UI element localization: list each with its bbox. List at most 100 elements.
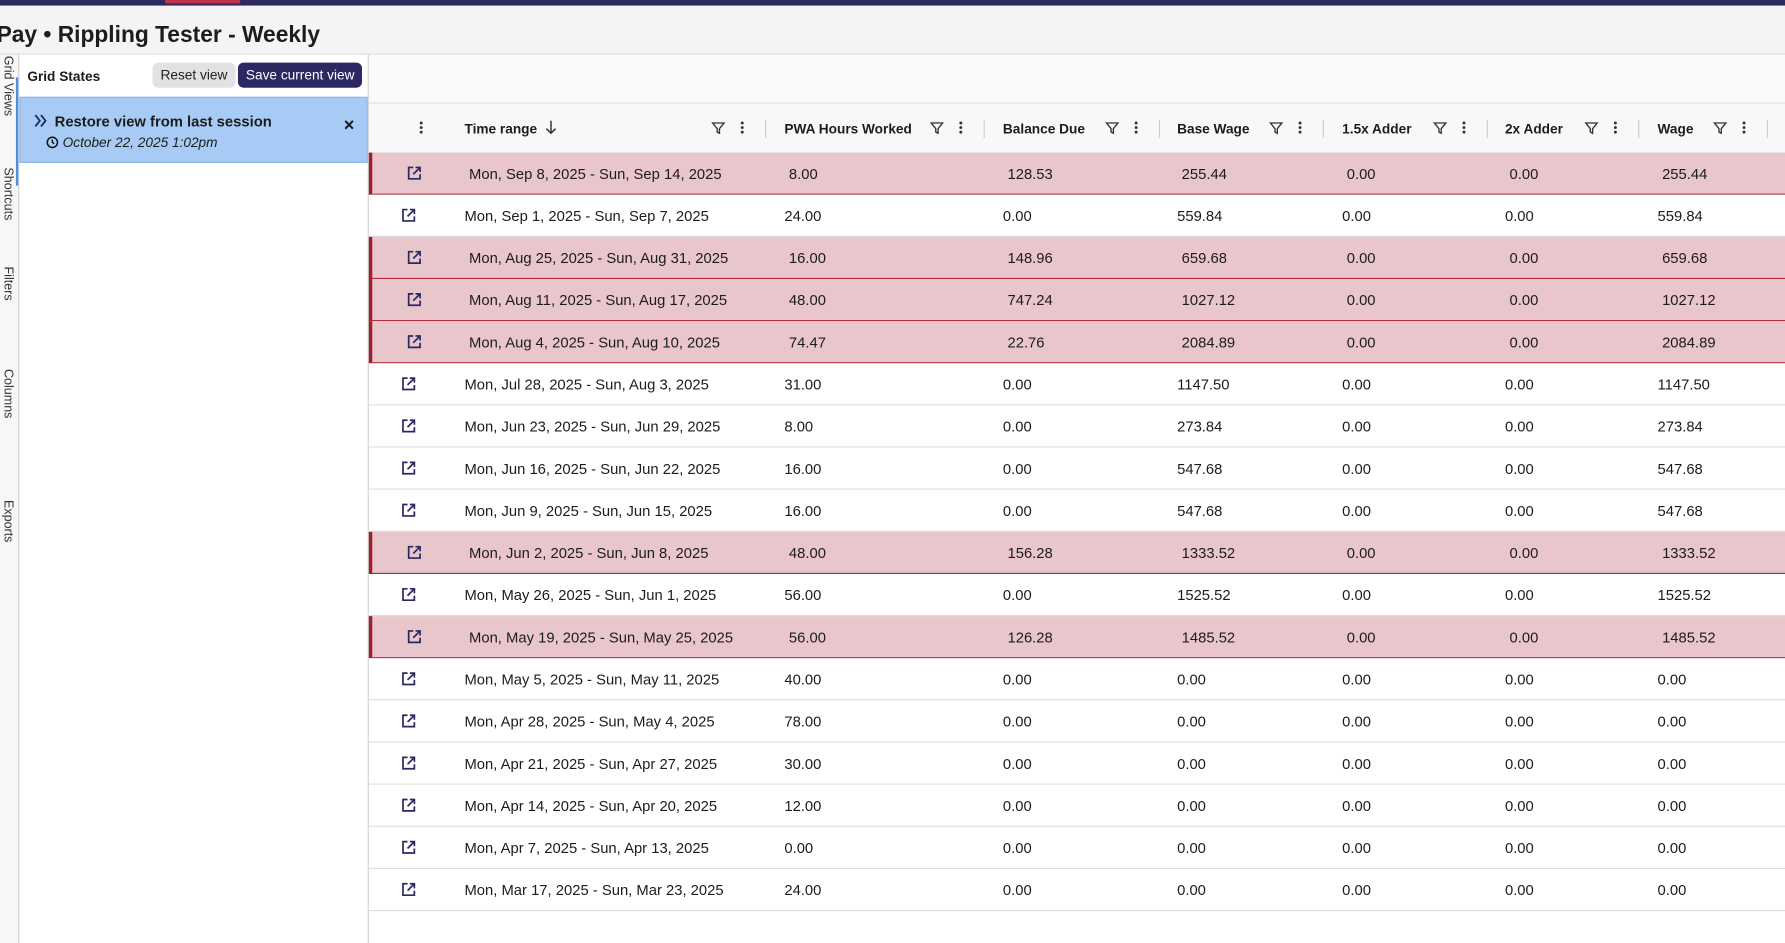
table-cell: 148.96	[1007, 249, 1053, 267]
table-cell: 24.00	[784, 207, 822, 225]
table-row: Mon, May 26, 2025 - Sun, Jun 1, 2025 56.0…	[368, 574, 1785, 617]
column-menu[interactable]	[413, 120, 429, 136]
column-menu[interactable]	[734, 120, 750, 136]
save-button[interactable]: Save current view	[237, 62, 363, 88]
open-link[interactable]	[401, 418, 417, 434]
table-cell: 547.68	[1177, 460, 1223, 478]
sort-icon-svg	[545, 120, 557, 135]
open-link[interactable]	[406, 165, 422, 181]
table-cell: 31.00	[784, 375, 822, 393]
column-header[interactable]: 2x Adder	[1504, 120, 1563, 137]
history-icon	[46, 136, 59, 149]
open-link[interactable]	[401, 502, 417, 518]
table-cell: 255.44	[1662, 165, 1708, 183]
side-tab[interactable]: Grid Views	[1, 55, 15, 117]
filter-icon[interactable]	[1432, 120, 1448, 136]
table-row: Mon, Sep 1, 2025 - Sun, Sep 7, 2025 24.00…	[368, 194, 1785, 237]
filter-icon[interactable]	[1584, 120, 1600, 136]
open-link[interactable]	[401, 460, 417, 476]
table-cell: 273.84	[1657, 417, 1703, 436]
open-link[interactable]	[401, 207, 417, 223]
table-cell: 0.00	[1346, 291, 1376, 309]
side-tab[interactable]: Columns	[1, 369, 15, 419]
table-cell: 0.00	[1342, 207, 1371, 225]
top-bar	[0, 0, 1785, 6]
side-tab[interactable]: Exports	[1, 499, 15, 543]
table-cell: 0.00	[1002, 712, 1032, 731]
close-button[interactable]: ×	[343, 116, 355, 136]
table-cell: Mon, Aug 4, 2025 - Sun, Aug 10, 2025	[469, 333, 720, 351]
open-link[interactable]	[401, 797, 417, 813]
column-menu[interactable]	[953, 120, 969, 136]
table-cell: 0.00	[1342, 375, 1371, 393]
open-link[interactable]	[401, 587, 417, 603]
open-link[interactable]	[406, 292, 422, 308]
sort-icon[interactable]	[543, 120, 559, 136]
table-cell: 0.00	[1509, 544, 1539, 562]
table-cell: 2084.89	[1181, 333, 1236, 351]
restore-panel[interactable]: Restore view from last session October 2…	[19, 96, 368, 163]
column-menu[interactable]	[1292, 120, 1308, 136]
open-link-svg	[407, 166, 421, 180]
reset-button[interactable]: Reset view	[152, 62, 236, 88]
table-cell: Mon, Sep 1, 2025 - Sun, Sep 7, 2025	[464, 207, 709, 225]
filter-icon[interactable]	[1268, 120, 1284, 136]
column-menu[interactable]	[1456, 120, 1472, 136]
table-cell: 56.00	[788, 628, 826, 646]
table-cell: 0.00	[1002, 417, 1032, 436]
open-link[interactable]	[401, 671, 417, 687]
table-cell: 0.00	[1657, 755, 1687, 773]
filter-icon[interactable]	[710, 120, 726, 136]
filter-icon[interactable]	[1712, 120, 1728, 136]
open-link-svg	[402, 672, 416, 686]
column-menu[interactable]	[1607, 120, 1623, 136]
open-link[interactable]	[401, 376, 417, 392]
table-cell: 0.00	[1177, 670, 1206, 688]
open-link[interactable]	[406, 334, 422, 350]
open-link[interactable]	[401, 839, 417, 855]
header-row: Time range PWA Hours Worked Balance Due Bas…	[368, 103, 1785, 154]
column-header[interactable]: 1.5x Adder	[1342, 120, 1412, 137]
filter-icon[interactable]	[929, 120, 945, 136]
table-cell: 24.00	[784, 881, 822, 899]
table-cell: Mon, May 19, 2025 - Sun, May 25, 2025	[469, 628, 734, 646]
column-menu[interactable]	[1736, 120, 1752, 136]
column-header[interactable]: Base Wage	[1177, 120, 1250, 137]
column-header[interactable]: PWA Hours Worked	[784, 120, 912, 137]
data-grid: Time range PWA Hours Worked Balance Due Bas…	[368, 54, 1785, 943]
flagged-row: Mon, Aug 25, 2025 - Sun, Aug 31, 2025 16.…	[368, 236, 1785, 280]
table-cell: 1027.12	[1181, 291, 1236, 309]
column-header[interactable]: Time range	[464, 120, 538, 137]
column-header[interactable]: Balance Due	[1002, 120, 1085, 137]
table-cell: 0.00	[1002, 670, 1032, 688]
table-cell: 0.00	[1504, 755, 1534, 773]
table-cell: 0.00	[1342, 460, 1371, 478]
open-link[interactable]	[406, 249, 422, 265]
open-link[interactable]	[401, 713, 417, 729]
table-cell: 30.00	[784, 755, 822, 773]
filter-icon-svg	[1105, 122, 1120, 135]
side-tab[interactable]: Filters	[1, 266, 15, 301]
column-separator	[765, 119, 767, 138]
open-link-svg	[402, 798, 416, 812]
table-cell: 0.00	[1504, 207, 1534, 225]
table-cell: 1485.52	[1662, 628, 1716, 646]
column-menu[interactable]	[1128, 120, 1144, 136]
table-cell: 0.00	[1504, 797, 1534, 815]
table-cell: 0.00	[1346, 333, 1376, 351]
open-link-svg	[407, 335, 421, 349]
column-header[interactable]: Wage	[1657, 120, 1694, 137]
side-tab[interactable]: Shortcuts	[1, 167, 15, 221]
tab-indicator	[15, 77, 19, 186]
open-link[interactable]	[406, 544, 422, 560]
table-cell: 0.00	[1342, 670, 1371, 688]
open-link[interactable]	[406, 629, 422, 645]
table-cell: Mon, Jul 28, 2025 - Sun, Aug 3, 2025	[464, 375, 709, 393]
open-link[interactable]	[401, 882, 417, 898]
filter-icon[interactable]	[1104, 120, 1120, 136]
sidebar: Grid States Reset view Save current view…	[19, 54, 369, 943]
table-cell: Mon, Aug 11, 2025 - Sun, Aug 17, 2025	[469, 291, 728, 309]
table-cell: 0.00	[1657, 712, 1687, 731]
open-link[interactable]	[401, 755, 417, 771]
table-row: Mon, Apr 28, 2025 - Sun, May 4, 2025 78.0…	[368, 700, 1785, 743]
